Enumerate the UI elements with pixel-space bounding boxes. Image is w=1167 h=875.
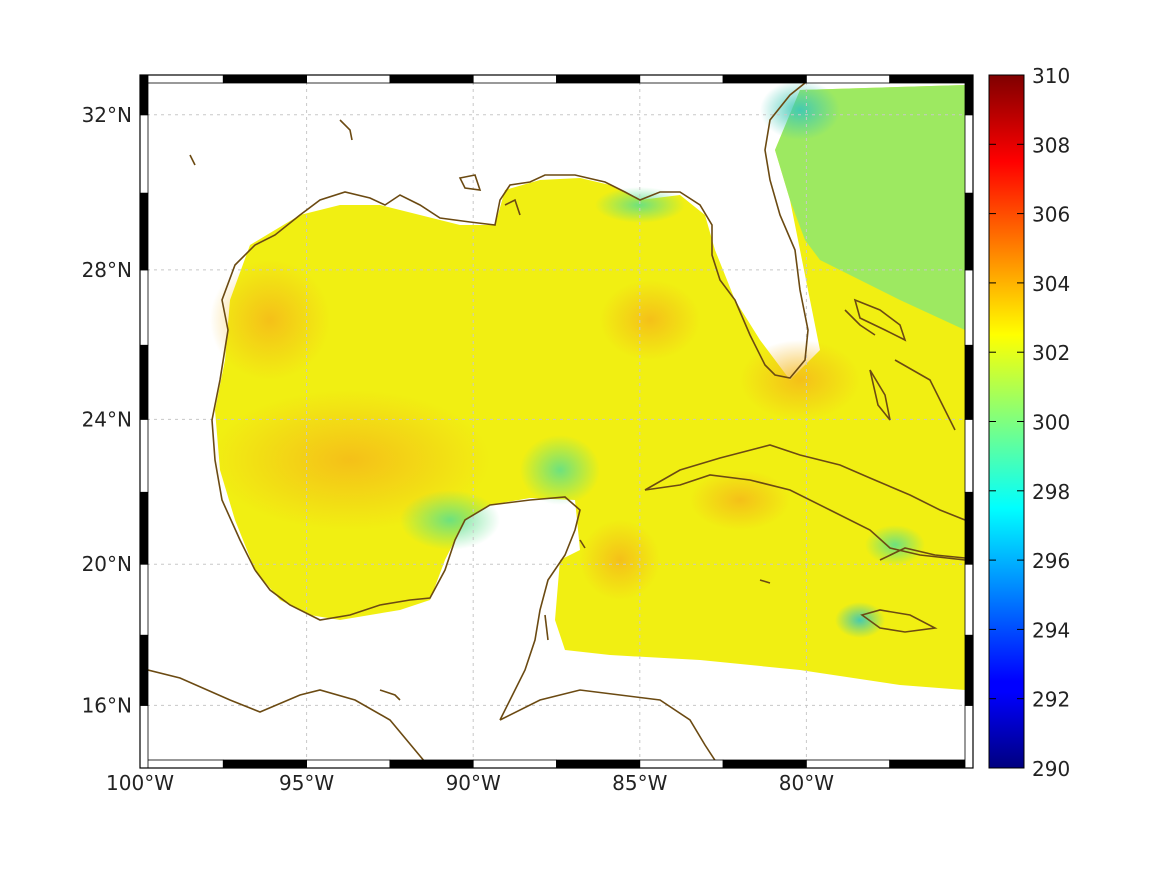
frame-segment-right: [964, 344, 974, 420]
cool-patch-haiti: [865, 525, 925, 565]
frame-segment-bottom: [639, 759, 724, 769]
frame-segment-right: [964, 491, 974, 565]
warm-patch-cuba: [690, 470, 790, 530]
cool-patch-jamaica: [835, 602, 885, 638]
frame-segment-top: [722, 74, 807, 84]
cool-patch-yucatan-channel: [520, 435, 600, 505]
frame-segment-left: [139, 192, 149, 271]
frame-segment-right: [964, 705, 974, 769]
frame-segment-left: [139, 74, 149, 116]
colorbar-ticks: 310 308 306 304 302 300 298 296 294 292 290: [989, 64, 1070, 781]
lat-tick-label: 32°N: [82, 103, 132, 127]
frame-segment-bottom: [139, 759, 224, 769]
cool-patch-ne-atlantic: [760, 80, 840, 140]
frame-segment-right: [964, 114, 974, 194]
lon-tick-label: 90°W: [446, 771, 501, 795]
sst-field-atlantic: [775, 85, 965, 330]
frame-segment-right: [964, 74, 974, 116]
frame-segment-bottom: [306, 759, 391, 769]
frame-segment-right: [964, 192, 974, 271]
frame-segment-top: [556, 74, 641, 84]
frame-segment-left: [139, 491, 149, 565]
lat-tick-label: 16°N: [82, 693, 132, 717]
colorbar-tick-label: 294: [1032, 618, 1070, 642]
lon-tick-label: 95°W: [279, 771, 334, 795]
frame-segment-right: [964, 634, 974, 706]
colorbar-tick-label: 292: [1032, 688, 1070, 712]
colorbar-tick-label: 296: [1032, 549, 1070, 573]
colorbar-tick-label: 308: [1032, 133, 1070, 157]
frame-segment-bottom: [556, 759, 641, 769]
lon-tick-label: 100°W: [106, 771, 174, 795]
warm-patch-central: [600, 280, 700, 360]
frame-segment-top: [222, 74, 308, 84]
warm-patch-west: [210, 390, 490, 530]
frame-segment-bottom: [889, 759, 974, 769]
cool-patch-nw-florida: [595, 187, 685, 223]
frame-segment-bottom: [722, 759, 807, 769]
map-frame-border: [139, 74, 974, 769]
frame-segment-top: [639, 74, 724, 84]
frame-segment-right: [964, 269, 974, 346]
frame-segment-top: [889, 74, 974, 84]
frame-segment-top: [472, 74, 557, 84]
map-grid: [140, 75, 973, 768]
colorbar-tick-label: 300: [1032, 411, 1070, 435]
frame-outline: [139, 74, 974, 769]
frame-segment-bottom: [806, 759, 891, 769]
lat-tick-label: 24°N: [82, 407, 132, 431]
colorbar-tick-label: 298: [1032, 480, 1070, 504]
lat-tick-label: 20°N: [82, 552, 132, 576]
frame-segment-top: [306, 74, 391, 84]
colorbar-tick-label: 290: [1032, 757, 1070, 781]
cool-patch-campeche: [400, 490, 500, 550]
frame-segment-right: [964, 418, 974, 493]
colorbar-tick-label: 302: [1032, 341, 1070, 365]
frame-segment-left: [139, 269, 149, 346]
colorbar-tick-label: 310: [1032, 64, 1070, 88]
warm-patch-northwest: [210, 260, 330, 380]
sst-field-gulf: [215, 85, 965, 690]
frame-segment-top: [139, 74, 224, 84]
lat-tick-label: 28°N: [82, 258, 132, 282]
latitude-tick-labels: 32°N 28°N 24°N 20°N 16°N: [82, 103, 132, 718]
coastlines: [140, 75, 966, 768]
frame-segment-top: [389, 74, 474, 84]
frame-segment-bottom: [222, 759, 308, 769]
frame-segment-left: [139, 344, 149, 420]
colorbar-tick-label: 306: [1032, 203, 1070, 227]
frame-segment-left: [139, 418, 149, 493]
frame-segment-left: [139, 705, 149, 769]
frame-segment-right: [964, 563, 974, 636]
longitude-tick-labels: 100°W 95°W 90°W 85°W 80°W: [106, 771, 834, 795]
frame-segment-bottom: [389, 759, 474, 769]
warm-patch-caribbean: [580, 520, 660, 600]
frame-segment-left: [139, 114, 149, 194]
lon-tick-label: 80°W: [779, 771, 834, 795]
frame-segment-left: [139, 634, 149, 706]
colorbar-tick-label: 304: [1032, 272, 1070, 296]
frame-segment-left: [139, 563, 149, 636]
frame-segment-bottom: [472, 759, 557, 769]
frame-segment-top: [806, 74, 891, 84]
lon-tick-label: 85°W: [612, 771, 667, 795]
warm-patch-keys: [740, 340, 860, 420]
